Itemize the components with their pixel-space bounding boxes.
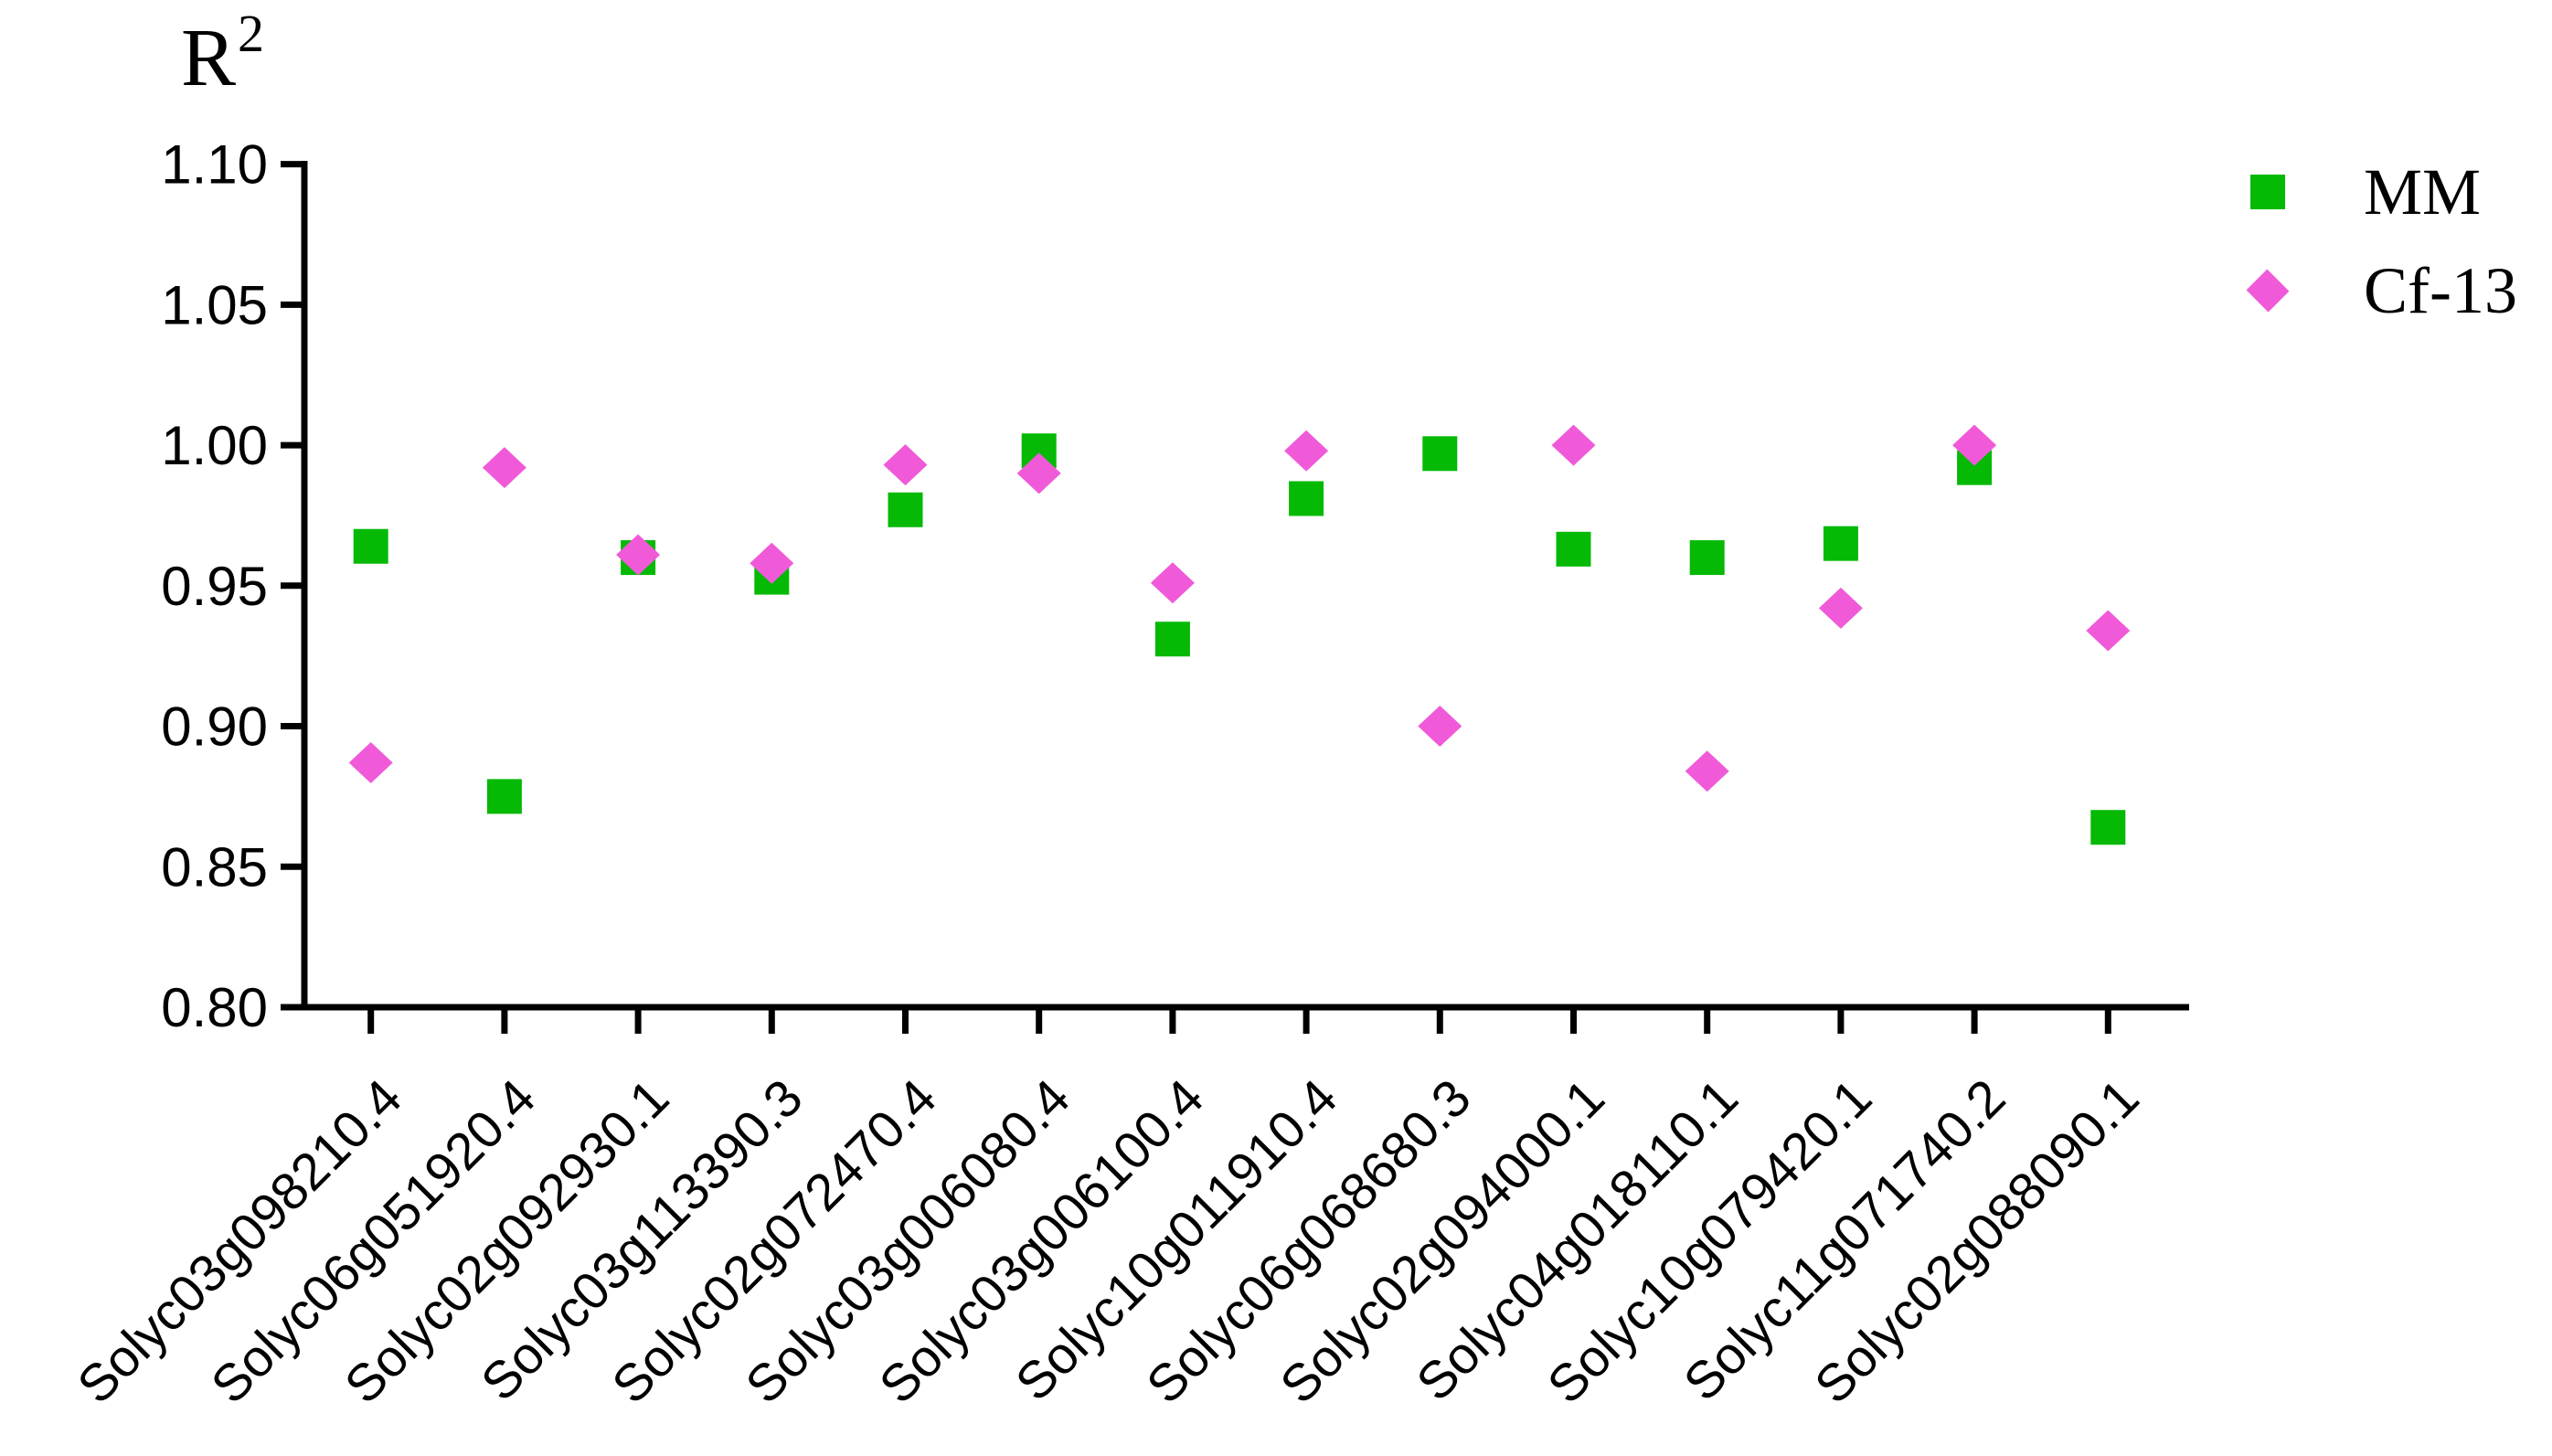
cf13-marker <box>1418 706 1462 748</box>
mm-marker <box>1689 540 1725 576</box>
cf13-marker <box>616 534 661 576</box>
cf13-marker <box>348 742 393 784</box>
y-axis-title-base: R <box>181 13 237 103</box>
y-tick-label: 0.90 <box>161 696 268 758</box>
cf13-marker <box>1952 424 1997 466</box>
y-tick-label: 1.05 <box>161 274 268 335</box>
legend-label-mm: MM <box>2364 155 2482 228</box>
mm-marker <box>888 492 923 527</box>
legend-item-cf13: Cf-13 <box>2241 252 2517 329</box>
legend-label-cf13: Cf-13 <box>2364 254 2517 327</box>
cf13-marker <box>1685 750 1729 792</box>
legend-marker-cell <box>2241 165 2294 218</box>
mm-marker <box>486 779 522 814</box>
mm-marker <box>2090 810 2126 845</box>
cf13-marker <box>2086 610 2131 652</box>
mm-marker <box>1289 481 1324 516</box>
mm-square-icon <box>2250 175 2285 209</box>
y-tick-label: 0.85 <box>161 836 268 898</box>
cf13-diamond-icon <box>2246 269 2290 313</box>
legend-item-mm: MM <box>2241 154 2517 230</box>
cf13-marker <box>482 447 526 489</box>
mm-marker <box>353 528 388 564</box>
y-tick-label: 1.10 <box>161 134 268 196</box>
y-tick-label: 0.95 <box>161 556 268 617</box>
cf13-marker <box>1818 587 1863 629</box>
y-tick-label: 1.00 <box>161 415 268 476</box>
y-tick-label: 0.80 <box>161 977 268 1038</box>
cf13-marker <box>750 542 794 584</box>
cf13-marker <box>1284 430 1329 472</box>
cf13-marker <box>1016 452 1061 494</box>
y-axis-title: R2 <box>181 7 264 103</box>
cf13-marker <box>883 444 928 486</box>
mm-marker <box>1422 436 1458 472</box>
mm-marker <box>1823 526 1858 561</box>
cf13-marker <box>1150 562 1195 604</box>
legend-marker-cell <box>2241 264 2294 317</box>
y-axis-title-superscript: 2 <box>238 4 265 63</box>
legend: MM Cf-13 <box>2241 154 2517 329</box>
mm-marker <box>1154 622 1190 657</box>
cf13-marker <box>1551 424 1596 466</box>
mm-marker <box>1556 531 1591 567</box>
